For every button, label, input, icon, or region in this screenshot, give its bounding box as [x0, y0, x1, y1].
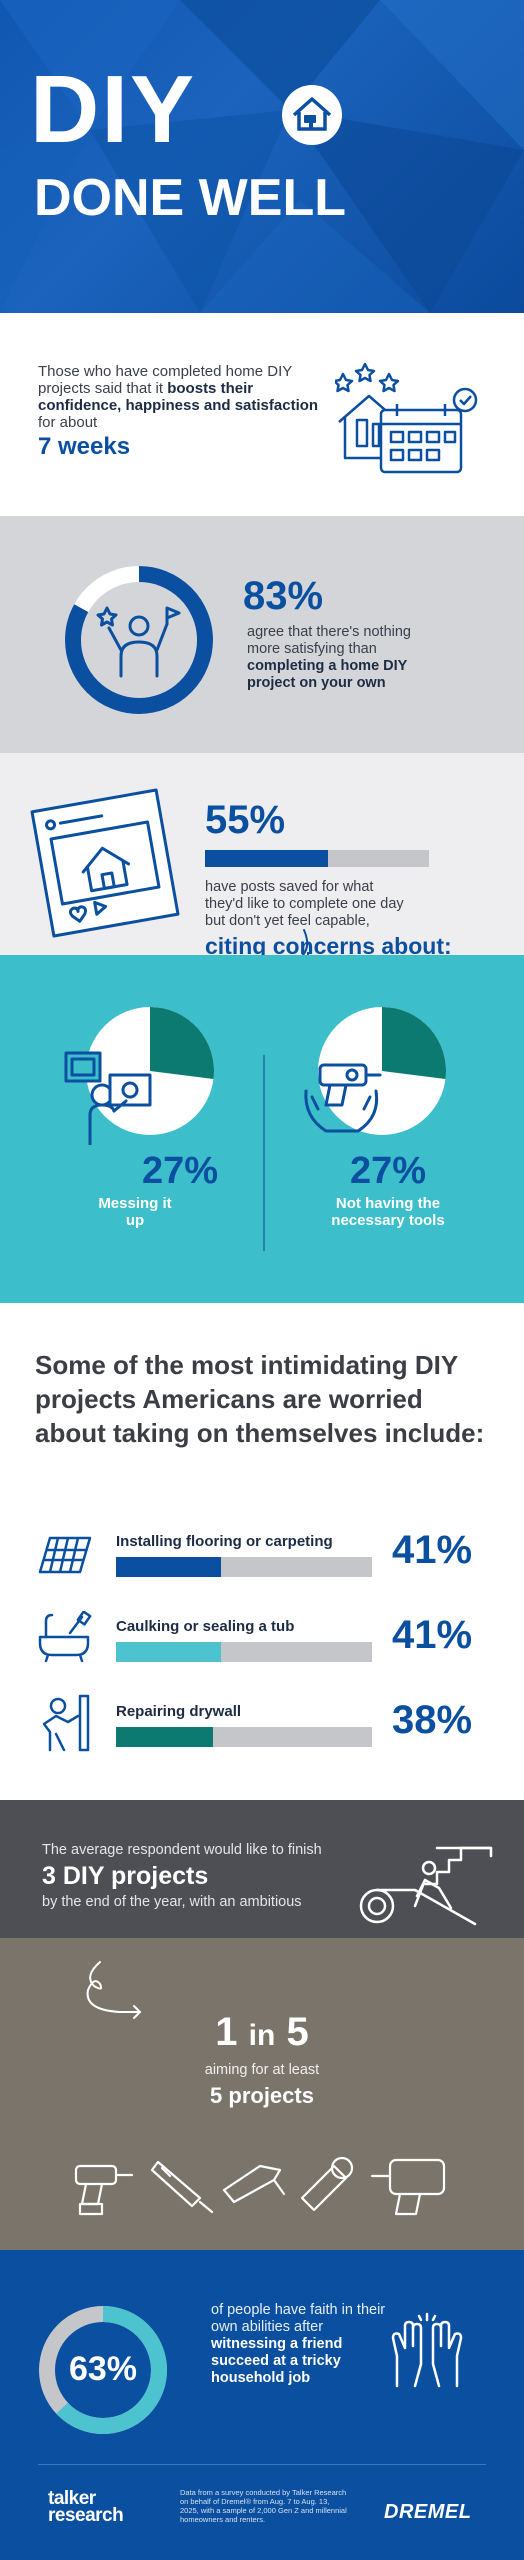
- loop-arrow-icon: [80, 1956, 160, 2036]
- concern-2-label: Not having the necessary tools: [331, 1195, 445, 1229]
- hands-drill-icon: [304, 1063, 382, 1133]
- project-row-tub: Caulking or sealing a tub 41%: [0, 1609, 524, 1679]
- curved-arrow-icon: [272, 916, 322, 955]
- hero-title-line2: DONE WELL: [34, 169, 346, 227]
- stat-55-percent: 55%: [205, 798, 286, 842]
- high-five-icon: [385, 2312, 469, 2388]
- satisfaction-section: 83% agree that there's nothing more sati…: [0, 516, 524, 753]
- confidence-text: Those who have completed home DIY projec…: [38, 363, 319, 431]
- footer-note: Data from a survey conducted by Talker R…: [180, 2488, 347, 2524]
- finish-line1: The average respondent would like to fin…: [42, 1842, 322, 1858]
- saved-post-icon: [30, 788, 180, 938]
- finish-line3: by the end of the year, with an ambitiou…: [42, 1894, 302, 1910]
- project-percent: 41%: [392, 1528, 473, 1572]
- concerns-divider: [263, 1055, 265, 1251]
- stat-83-text: agree that there's nothing more satisfyi…: [247, 624, 411, 691]
- concern-1-label: Messing it up: [98, 1195, 172, 1229]
- project-row-flooring: Installing flooring or carpeting 41%: [0, 1524, 524, 1594]
- project-percent: 38%: [392, 1698, 473, 1742]
- citing-concerns-label: citing concerns about:: [205, 933, 452, 955]
- concern-1-percent: 27%: [141, 1150, 219, 1192]
- drill-icon: [74, 2164, 134, 2216]
- concern-2-percent: 27%: [349, 1150, 427, 1192]
- finish-line2: 3 DIY projects: [42, 1862, 209, 1890]
- project-percent: 41%: [392, 1613, 473, 1657]
- project-name: Repairing drywall: [116, 1703, 242, 1720]
- confidence-section: Those who have completed home DIY projec…: [0, 313, 524, 516]
- background-polygons: [0, 0, 524, 313]
- project-name: Caulking or sealing a tub: [116, 1618, 295, 1635]
- footer-divider: [38, 2464, 486, 2465]
- carpet-stairs-icon: [355, 1844, 495, 1928]
- house-tools-icon: [280, 83, 344, 147]
- intimidating-heading: Some of the most intimidating DIY projec…: [35, 1350, 485, 1448]
- faith-donut: [38, 2305, 168, 2435]
- house-calendar-icon: [335, 358, 485, 478]
- talker-research-logo: talker research: [48, 2488, 124, 2526]
- faith-text: of people have faith in their own abilit…: [211, 2302, 386, 2386]
- rotary-tool-icon: [150, 2160, 214, 2214]
- project-name: Installing flooring or carpeting: [116, 1533, 333, 1550]
- missing-tools-pie: [300, 1005, 460, 1145]
- project-bar: [116, 1727, 372, 1747]
- stat-55-bar: [205, 850, 429, 867]
- weeks-highlight: 7 weeks: [38, 433, 131, 460]
- bathtub-icon: [36, 1611, 92, 1663]
- stat-83-percent: 83%: [243, 574, 324, 618]
- five-projects: 5 projects: [210, 2083, 314, 2108]
- messing-up-pie: [60, 1005, 220, 1145]
- saved-posts-section: 55% have posts saved for what they'd lik…: [0, 753, 524, 955]
- finish-projects-section: The average respondent would like to fin…: [0, 1800, 524, 1938]
- stat-55-text: have posts saved for what they'd like to…: [205, 879, 404, 929]
- sander-icon: [300, 2156, 354, 2212]
- satisfaction-donut: [63, 564, 215, 716]
- hammer-drill-icon: [370, 2158, 446, 2216]
- aim-text: aiming for at least: [204, 2062, 320, 2078]
- project-bar: [116, 1642, 372, 1662]
- intimidating-projects-section: Some of the most intimidating DIY projec…: [0, 1303, 524, 1800]
- project-bar: [116, 1557, 372, 1577]
- project-row-drywall: Repairing drywall 38%: [0, 1694, 524, 1764]
- one-in-five: 1 in 5: [215, 2010, 309, 2054]
- hero-banner: DIY DONE WELL: [0, 0, 524, 313]
- multi-tool-icon: [222, 2164, 286, 2204]
- concerns-section: 27% Messing it up 27% Not having the nec…: [0, 955, 524, 1303]
- faith-percent: 63%: [68, 2350, 138, 2388]
- faith-section: 63% of people have faith in their own ab…: [0, 2250, 524, 2560]
- tools-row: [70, 2150, 460, 2220]
- hero-title-line1: DIY: [30, 56, 197, 163]
- drywall-icon: [36, 1694, 92, 1752]
- celebrating-person-icon: [96, 606, 181, 678]
- dremel-logo: DREMEL: [384, 2501, 472, 2523]
- flooring-icon: [36, 1532, 92, 1578]
- painting-person-icon: [64, 1051, 152, 1145]
- ambitious-section: 1 in 5 aiming for at least 5 projects: [0, 1938, 524, 2250]
